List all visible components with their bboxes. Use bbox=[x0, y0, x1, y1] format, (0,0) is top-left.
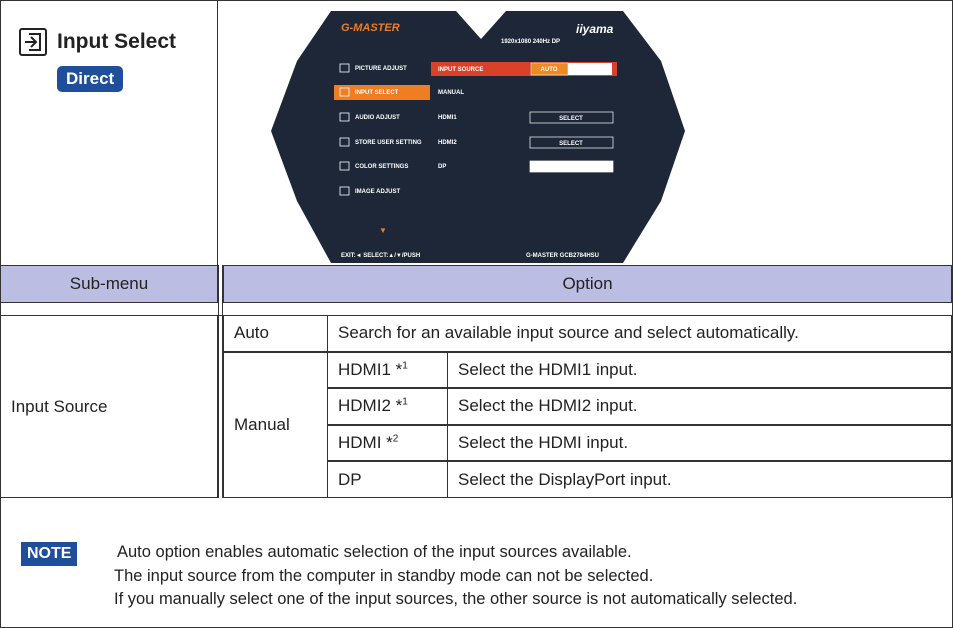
header-cell-text: Option bbox=[562, 274, 613, 293]
note-line: The input source from the computer in st… bbox=[114, 566, 654, 585]
osd-text: HDMI2 bbox=[438, 140, 457, 146]
osd-brand: G-MASTER bbox=[341, 22, 400, 34]
description-cell-text: Select the DisplayPort input. bbox=[458, 469, 672, 489]
osd-text: DP bbox=[438, 164, 446, 170]
osd-text: INPUT SELECT bbox=[355, 90, 399, 96]
osd-text: HDMI1 bbox=[438, 115, 457, 121]
osd: G-MASTER 1920x1080 240Hz DP iiyama PICTU… bbox=[271, 11, 685, 263]
description-cell-text: Search for an available input source and… bbox=[338, 323, 799, 343]
input-icon bbox=[19, 28, 47, 56]
manual-option bbox=[568, 63, 612, 75]
menu-icon bbox=[339, 112, 350, 122]
menu-icon bbox=[339, 137, 350, 147]
port-cell-text: HDMI *2 bbox=[338, 433, 399, 453]
separator bbox=[1, 303, 952, 316]
badge: Direct bbox=[57, 66, 124, 92]
osd-text: SELECT bbox=[559, 141, 583, 147]
osd-text: G-MASTER GCB2784HSU bbox=[526, 253, 599, 259]
title: Input Select bbox=[57, 30, 177, 53]
osd-text: MANUAL bbox=[438, 90, 464, 96]
note-line: Auto option enables automatic selection … bbox=[117, 543, 632, 561]
option-cell-text: Manual bbox=[234, 414, 290, 434]
select-button bbox=[529, 160, 614, 173]
note-badge: NOTE bbox=[21, 542, 78, 566]
osd-text: AUDIO ADJUST bbox=[355, 115, 400, 121]
osd-logo: iiyama bbox=[576, 22, 614, 36]
port-cell: DP bbox=[327, 461, 448, 498]
port-cell: HDMI2 *1 bbox=[327, 388, 448, 425]
footnote-mark: 1 bbox=[402, 396, 408, 408]
divider bbox=[217, 1, 218, 265]
osd-text: INPUT SOURCE bbox=[438, 67, 483, 73]
header-cell: Sub-menu bbox=[0, 265, 218, 303]
description-cell: Select the DisplayPort input. bbox=[447, 461, 952, 498]
description-cell: Select the HDMI1 input. bbox=[447, 351, 952, 389]
description-cell-text: Select the HDMI1 input. bbox=[458, 359, 638, 379]
description-cell: Search for an available input source and… bbox=[327, 315, 952, 352]
osd-text: EXIT:◄ SELECT:▲/▼/PUSH bbox=[341, 253, 420, 259]
osd-text: SELECT bbox=[559, 116, 583, 122]
double-line bbox=[218, 265, 223, 498]
note-line: If you manually select one of the input … bbox=[114, 590, 798, 608]
footnote-mark: 1 bbox=[402, 360, 408, 372]
osd-text: STORE USER SETTING bbox=[355, 140, 422, 146]
submenu-cell: Input Source bbox=[0, 315, 218, 498]
menu-icon bbox=[339, 161, 350, 171]
port-cell: HDMI1 *1 bbox=[327, 351, 448, 389]
description-cell: Select the HDMI input. bbox=[447, 424, 952, 462]
osd-resolution: 1920x1080 240Hz DP bbox=[501, 39, 560, 45]
osd-text: SELECT bbox=[559, 165, 583, 171]
menu-icon bbox=[339, 186, 350, 196]
option-cell-text: Auto bbox=[234, 323, 269, 343]
menu-icon bbox=[339, 63, 350, 73]
icon-glyph bbox=[25, 33, 41, 51]
port-cell-text: HDMI2 *1 bbox=[338, 396, 408, 416]
option-cell: Manual bbox=[223, 351, 328, 498]
osd-panel bbox=[271, 11, 685, 263]
osd-text: MANUAL bbox=[577, 67, 603, 73]
osd-text: COLOR SETTINGS bbox=[355, 164, 408, 170]
select-button bbox=[529, 111, 614, 124]
osd-text: AUTO bbox=[541, 67, 558, 73]
port-cell: HDMI *2 bbox=[327, 424, 448, 462]
osd-text: IMAGE ADJUST bbox=[355, 189, 400, 195]
header-cell-text: Sub-menu bbox=[69, 274, 149, 293]
description-cell: Select the HDMI2 input. bbox=[447, 388, 952, 425]
option-cell: Auto bbox=[223, 315, 328, 352]
menu-highlight bbox=[334, 85, 430, 100]
port-cell-text: DP bbox=[338, 469, 362, 489]
submenu-cell-text: Input Source bbox=[11, 396, 108, 416]
footnote-mark: 2 bbox=[392, 433, 399, 445]
scroll-arrow: ▼ bbox=[379, 226, 387, 235]
port-cell-text: HDMI1 *1 bbox=[338, 359, 408, 379]
description-cell-text: Select the HDMI input. bbox=[458, 433, 629, 453]
select-button bbox=[529, 136, 614, 149]
osd-text: PICTURE ADJUST bbox=[355, 66, 407, 72]
header-cell: Option bbox=[223, 265, 952, 303]
menu-icon bbox=[339, 87, 350, 97]
description-cell-text: Select the HDMI2 input. bbox=[458, 396, 638, 416]
